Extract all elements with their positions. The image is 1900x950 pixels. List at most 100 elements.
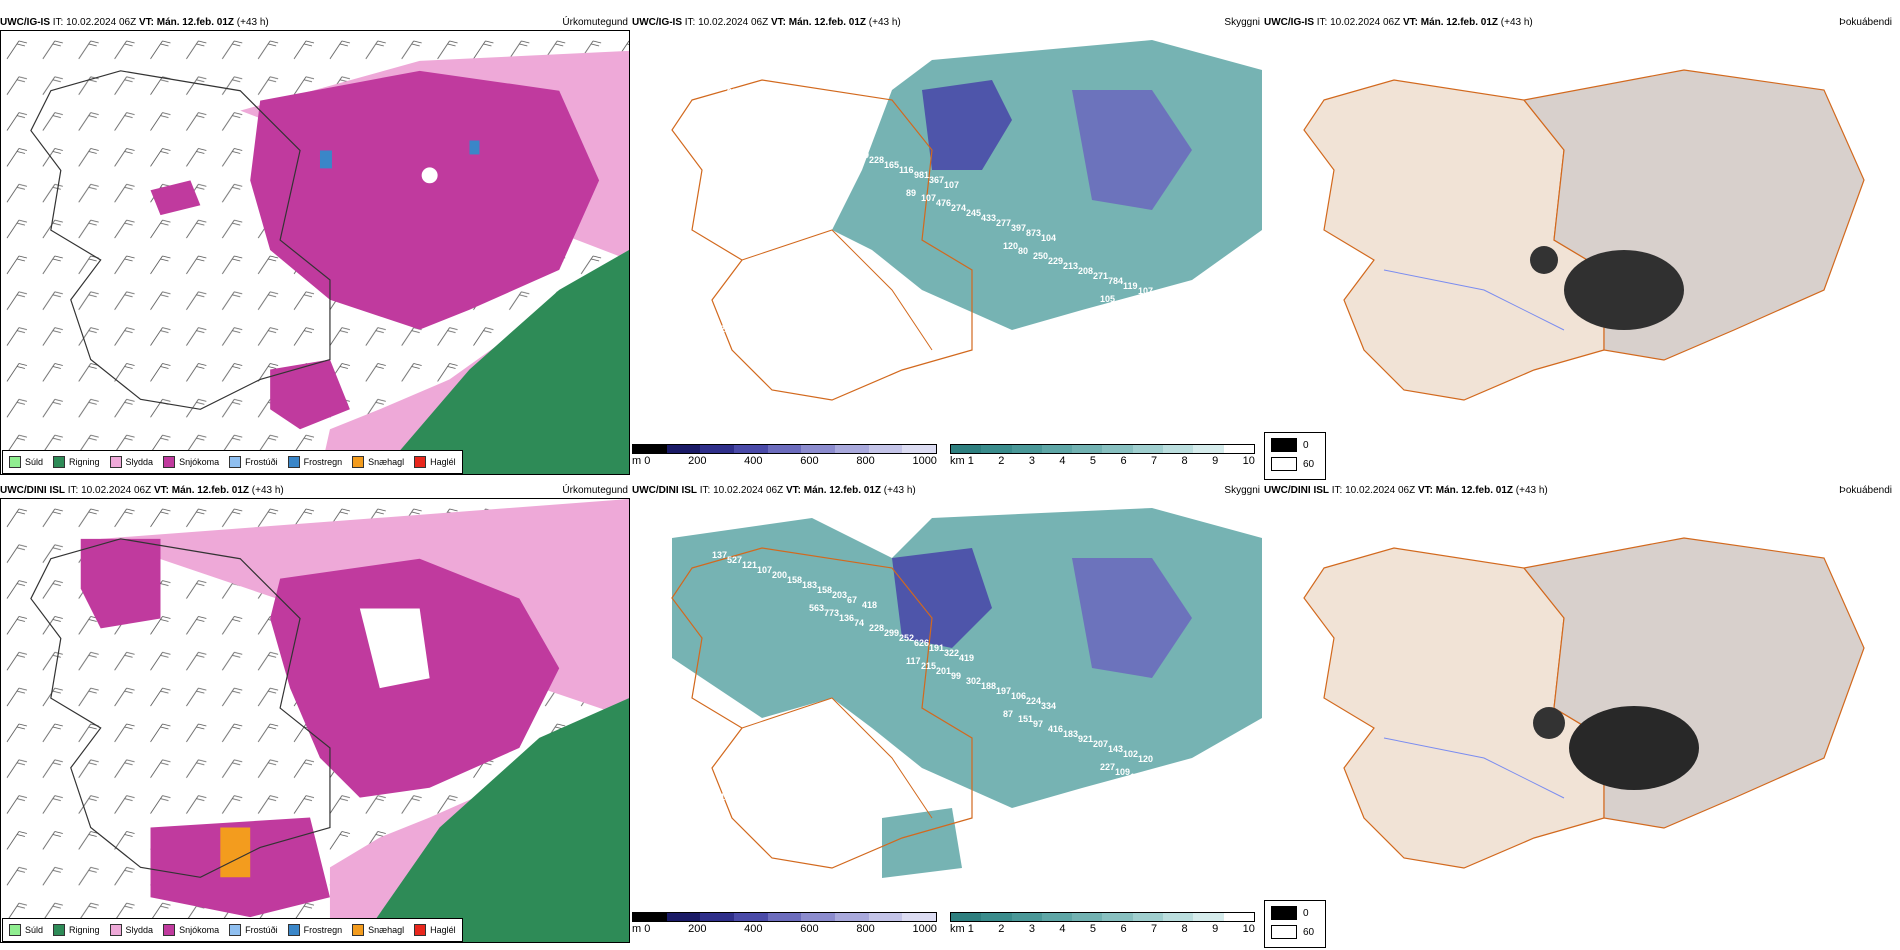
elevation-scale-ticks: m 0 200 400 600 800 1000 [632, 923, 937, 935]
it-label: IT: [699, 485, 711, 496]
visibility-tick-label: 9 [1212, 923, 1219, 935]
legend-item: Súld [9, 456, 43, 468]
elevation-tick-label: 400 [744, 923, 763, 935]
cloud-base-label: 224 [1026, 696, 1041, 706]
visibility-scale-segment [1102, 913, 1133, 921]
vt-value: Mán. 12.feb. 01Z [803, 485, 881, 496]
cloud-base-label: 158 [787, 575, 802, 585]
legend-label: Snæhagl [368, 457, 405, 467]
elevation-scale: m 0 200 400 600 800 1000 [632, 444, 937, 474]
legend-swatch [9, 924, 21, 936]
elevation-tick-label: 200 [688, 455, 707, 467]
elevation-scale-segment [767, 445, 802, 453]
fog-legend-swatch [1271, 925, 1297, 939]
visibility-tick-label: 5 [1089, 923, 1097, 935]
elevation-tick-label: 1000 [912, 455, 937, 467]
cloud-base-label: 136 [839, 613, 854, 623]
cloud-base-label: 95 [750, 334, 760, 344]
cloud-base-label: 271 [1093, 271, 1108, 281]
cloud-base-label: 183 [802, 580, 817, 590]
visibility-scale-segment [1223, 913, 1254, 921]
panel-title: Þokuábendi [1839, 17, 1892, 28]
vt-label: VT: [138, 17, 154, 28]
cloud-base-label: 302 [966, 676, 981, 686]
cloud-base-label: 88 [765, 339, 775, 349]
fog-legend-label: 60 [1303, 458, 1315, 470]
precip-legend: Súld Rigning Slydda Snjókoma Frostúði Fr… [2, 918, 463, 942]
elevation-scale-segment [633, 445, 667, 453]
visibility-scale-segment [981, 913, 1012, 921]
cloud-base-label: 476 [936, 198, 951, 208]
cloud-base-label: 229 [1048, 256, 1063, 266]
legend-label: Rigning [69, 457, 100, 467]
visibility-scale-segment [1072, 445, 1103, 453]
cloud-base-label: 107 [944, 180, 959, 190]
precip-panel-top: UWC/IG-IS IT: 10.02.2024 06Z VT: Mán. 12… [0, 10, 630, 480]
fog-legend-swatch [1271, 457, 1297, 471]
elevation-scale-bar [632, 912, 937, 922]
it-label: IT: [684, 17, 696, 28]
cloud-base-label: 228 [869, 155, 884, 165]
it-label: IT: [1316, 17, 1328, 28]
cloud-base-label: 189 [757, 97, 772, 107]
elevation-tick-label: 400 [744, 455, 763, 467]
cloud-base-label: 145 [720, 792, 735, 802]
visibility-tick-label: 5 [1089, 455, 1097, 467]
cloud-base-label: 102 [832, 122, 847, 132]
visibility-tick-label: 6 [1120, 923, 1127, 935]
visibility-scale-segment [1193, 445, 1224, 453]
cloud-base-label: 104 [1041, 233, 1056, 243]
visibility-scale-bar [950, 912, 1255, 922]
cloud-base-label: 433 [981, 213, 996, 223]
legend-item: Frostúði [229, 924, 278, 936]
legend-swatch [352, 456, 365, 468]
cloud-base-label: 203 [832, 590, 847, 600]
cloud-base-label: 259 [1145, 309, 1160, 319]
visibility-scale-segment [1011, 445, 1042, 453]
fog-legend: 0 60 [1264, 432, 1326, 480]
legend-item: Frostregn [287, 924, 343, 936]
legend-swatch [352, 924, 365, 936]
cloud-base-label: 80 [1018, 246, 1028, 256]
visibility-tick-label: 2 [998, 923, 1005, 935]
vt-value: Mán. 12.feb. 01Z [788, 17, 866, 28]
legend-label: Rigning [69, 925, 100, 935]
cloud-base-label: 418 [862, 600, 877, 610]
legend-label: Frostregn [303, 925, 343, 935]
elevation-scale-segment [666, 445, 701, 453]
fog-legend-swatch [1271, 906, 1297, 920]
cloud-base-label: 121 [742, 560, 757, 570]
panel-title: Skyggni [1224, 17, 1260, 28]
precip-map [0, 30, 630, 475]
elevation-tick-label: m 0 [632, 455, 651, 467]
visibility-tick-label: 7 [1151, 455, 1158, 467]
cloud-base-label: 208 [1078, 266, 1093, 276]
cloud-base-label: 188 [981, 681, 996, 691]
elevation-scale-segment [902, 445, 937, 453]
cloud-base-label: 252 [1160, 314, 1175, 324]
legend-item: Snæhagl [352, 456, 404, 468]
cloud-base-label: 93 [847, 127, 857, 137]
panel-header: UWC/DINI ISL IT: 10.02.2024 06Z VT: Mán.… [1264, 484, 1894, 498]
elevation-scale-segment [801, 913, 836, 921]
fog-legend-label: 0 [1303, 907, 1309, 919]
panel-header: UWC/IG-IS IT: 10.02.2024 06Z VT: Mán. 12… [0, 16, 630, 30]
model-name: UWC/DINI ISL [632, 485, 697, 496]
cloud-base-label: 419 [959, 653, 974, 663]
visibility-scale-segment [1072, 913, 1103, 921]
legend-swatch [287, 456, 300, 468]
legend-item: Frostúði [229, 456, 278, 468]
legend-swatch [287, 924, 300, 936]
precip-panel-bottom: UWC/DINI ISL IT: 10.02.2024 06Z VT: Mán.… [0, 478, 630, 948]
cloud-base-label: 245 [966, 208, 981, 218]
cloud-base-label: 200 [772, 570, 787, 580]
cloud-base-label: 137 [809, 135, 824, 145]
visibility-tick-label: 8 [1181, 923, 1188, 935]
precip-map [0, 498, 630, 943]
legend-swatch [53, 924, 66, 936]
cloud-base-label: 227 [1100, 762, 1115, 772]
cloud-base-label: 197 [772, 102, 787, 112]
legend-label: Frostregn [303, 457, 343, 467]
vt-value: Mán. 12.feb. 01Z [1420, 17, 1498, 28]
panel-title: Úrkomutegund [562, 17, 628, 28]
